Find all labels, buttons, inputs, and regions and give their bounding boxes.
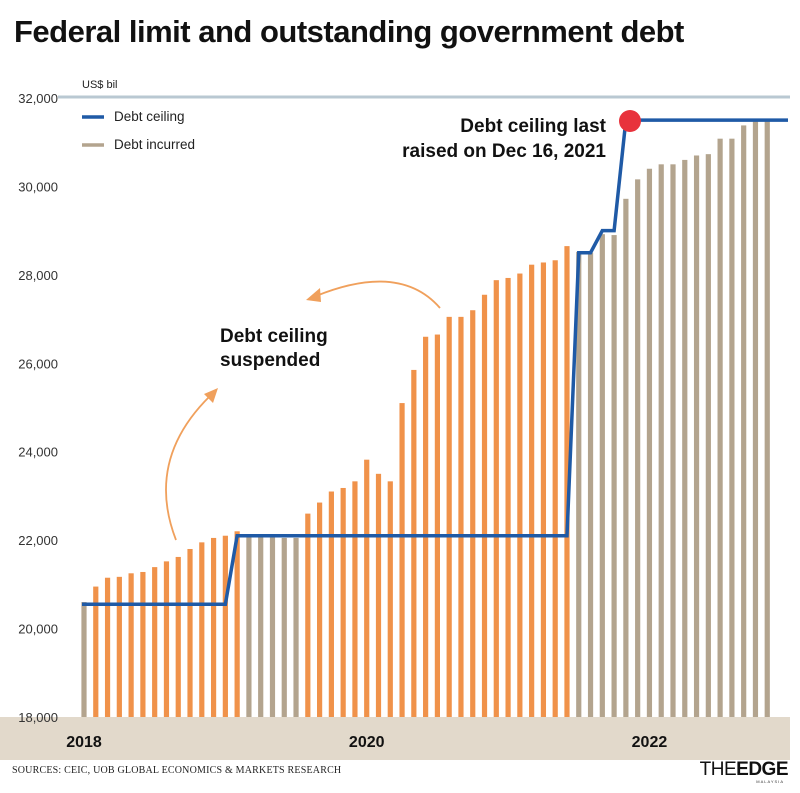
debt-incurred-bar [411, 369, 417, 717]
y-tick-label: 26,000 [18, 356, 58, 371]
annotation-raised-line2: raised on Dec 16, 2021 [402, 141, 606, 162]
debt-incurred-bar [116, 576, 122, 717]
x-axis-band [0, 717, 790, 760]
chart-title: Federal limit and outstanding government… [14, 14, 684, 49]
debt-incurred-bar [705, 154, 711, 717]
debt-incurred-bar [352, 481, 358, 717]
debt-incurred-bar [258, 535, 264, 717]
debt-incurred-bar [529, 264, 535, 717]
debt-incurred-bar [646, 168, 653, 717]
debt-ceiling-line [82, 118, 788, 607]
debt-incurred-bar [81, 602, 87, 717]
debt-incurred-bar [128, 573, 134, 717]
y-tick-label: 22,000 [18, 533, 58, 548]
debt-incurred-bar [375, 473, 382, 717]
arrow-to-suspended-upper [315, 280, 441, 309]
debt-incurred-bar [340, 487, 346, 717]
debt-incurred-bar [623, 198, 629, 717]
debt-incurred-bar [175, 556, 181, 717]
debt-incurred-bar [269, 535, 276, 717]
annotation-raised-line1: Debt ceiling last [460, 116, 606, 137]
annotation-suspended-line2: suspended [220, 350, 320, 371]
debt-incurred-bar [305, 513, 311, 717]
annotation-suspended-line1: Debt ceiling [220, 326, 328, 347]
debt-incurred-bar [93, 586, 99, 717]
y-tick-label: 28,000 [18, 268, 58, 283]
debt-incurred-bar [517, 273, 523, 717]
x-year-label: 2022 [632, 734, 668, 751]
debt-incurred-bar [587, 252, 594, 717]
debt-incurred-bar [576, 251, 582, 717]
publisher-logo: THEEDGE MALAYSIA [699, 759, 789, 784]
y-axis-unit-label: US$ bil [82, 79, 118, 91]
debt-incurred-bar [399, 403, 405, 717]
debt-incurred-bar [682, 159, 688, 717]
debt-incurred-bar [104, 577, 111, 717]
debt-incurred-bar [458, 316, 464, 717]
y-axis-ticks: 18,000 20,000 22,000 24,000 26,000 28,000 30,0… [18, 91, 58, 725]
debt-incurred-bar [470, 310, 476, 717]
debt-incurred-bar [599, 234, 605, 717]
debt-incurred-bar [611, 235, 617, 718]
arrowhead-lower [204, 388, 218, 403]
debt-incurred-bar [317, 502, 323, 717]
x-year-label: 2020 [349, 734, 385, 751]
debt-incurred-bar [187, 548, 193, 717]
debt-incurred-bar [199, 542, 205, 717]
debt-incurred-bar [540, 262, 547, 717]
debt-incurred-bar [729, 138, 735, 718]
y-tick-label: 30,000 [18, 179, 58, 194]
debt-incurred-bar [552, 260, 558, 717]
debt-incurred-bar [741, 125, 747, 718]
x-year-label: 2018 [66, 734, 102, 751]
arrowhead-upper [306, 288, 321, 302]
debt-incurred-bar [328, 491, 334, 717]
legend-incurred-label: Debt incurred [114, 137, 195, 152]
y-tick-label: 20,000 [18, 622, 58, 637]
debt-incurred-bar [717, 138, 723, 718]
legend-ceiling-label: Debt ceiling [114, 109, 185, 124]
debt-chart: 18,000 20,000 22,000 24,000 26,000 28,000 30,0… [0, 91, 790, 760]
y-tick-label: 24,000 [18, 445, 58, 460]
debt-incurred-bar [434, 334, 440, 717]
debt-incurred-bar [281, 537, 287, 717]
debt-incurred-bar [364, 459, 370, 717]
debt-incurred-bar [293, 537, 299, 717]
arrow-to-suspended-lower [165, 395, 211, 541]
debt-incurred-bar [163, 561, 170, 717]
debt-incurred-bar [387, 481, 393, 717]
debt-incurred-bar [210, 537, 217, 717]
debt-incurred-bar [152, 567, 158, 717]
debt-incurred-bar [505, 277, 511, 717]
debt-incurred-bar [635, 179, 641, 718]
debt-incurred-bar [752, 120, 759, 718]
debt-incurred-bar [222, 535, 228, 717]
debt-incurred-bar [140, 571, 146, 717]
debt-incurred-bar [234, 531, 240, 717]
debt-incurred-bar [493, 280, 499, 717]
debt-incurred-bar [693, 155, 700, 717]
debt-incurred-bar [423, 336, 429, 717]
source-note: SOURCES: CEIC, UOB GLOBAL ECONOMICS & MA… [12, 765, 342, 776]
year-labels: 2018 2020 2022 [66, 734, 667, 751]
ceiling-raised-marker [619, 110, 641, 132]
debt-incurred-bar [564, 246, 570, 717]
debt-incurred-bar [658, 164, 664, 718]
debt-incurred-bar [481, 294, 488, 717]
debt-incurred-bar [246, 535, 252, 717]
y-tick-label: 18,000 [18, 710, 58, 725]
debt-incurred-bars [81, 120, 770, 718]
debt-incurred-bar [764, 120, 770, 718]
debt-incurred-bar [446, 316, 452, 717]
debt-incurred-bar [670, 164, 676, 718]
y-tick-label: 32,000 [18, 91, 58, 106]
